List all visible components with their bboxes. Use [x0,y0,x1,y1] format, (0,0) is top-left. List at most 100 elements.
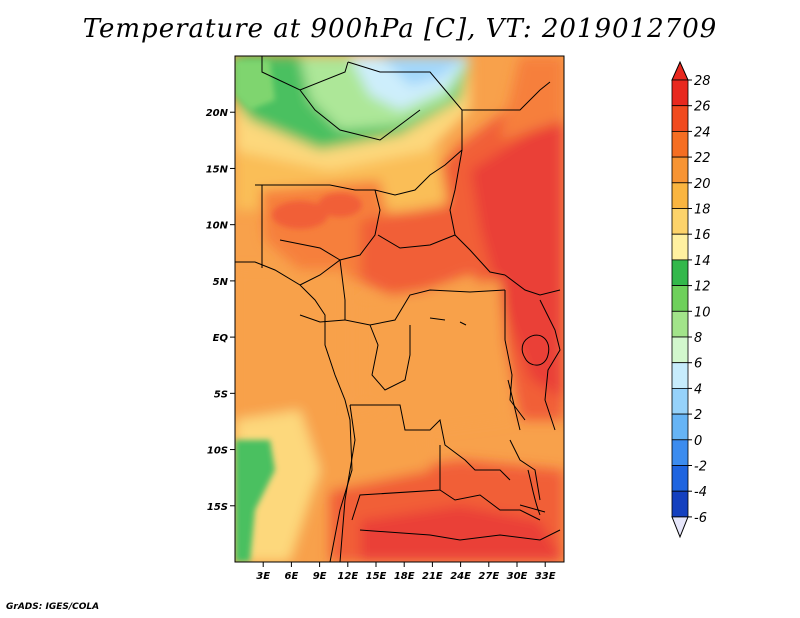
lon-tick-label: 12E [337,571,358,582]
colorbar-swatch [671,79,689,107]
colorbar-label: 4 [694,382,702,397]
country-borders [255,56,561,562]
field-sahara-coldest [380,56,468,86]
colorbar-swatch [671,413,689,441]
field-congo [360,280,510,430]
lat-tick-label: 20N [206,108,229,119]
map-frame [234,55,565,563]
colorbar-label: 6 [694,357,702,372]
border-angola-south [351,445,441,521]
border-namibia-botswana [359,529,561,541]
colorbar-swatch [671,439,689,466]
colorbar-label: 22 [694,151,711,166]
colorbar-swatch [671,208,689,235]
colorbar-label: 2 [694,408,702,423]
latitude-axis: 20N 15N 10N 5N EQ 5S 10S 15S [206,108,235,513]
river-dash-2 [459,321,467,326]
colorbar-swatch [671,130,689,158]
border-congo-car [339,259,506,326]
lake-tanganyika [507,379,521,431]
field-south-core [360,505,564,562]
colorbar-swatch [671,156,689,184]
field-coast-green [235,440,275,562]
field-nigeria-spot [272,201,328,229]
colorbar-swatch [671,259,689,286]
border-angola-west [339,404,356,562]
border-niger-nigeria [255,184,375,191]
colorbar-label: 16 [694,228,711,243]
colorbar-swatch [671,182,689,209]
border-zambia-south [439,489,541,521]
lon-tick-label: 6E [285,571,299,582]
lon-tick-label: 9E [313,571,327,582]
lake-malawi [527,469,541,516]
field-angola [290,410,430,490]
colorbar-label: -2 [694,460,707,475]
colorbar-label: 26 [694,100,711,115]
border-egypt-sudan [470,81,551,111]
colorbar-swatch [671,310,689,338]
border-chad-sudan [449,149,463,236]
colorbar-label: 28 [694,74,711,89]
border-drc-angola-zambia [350,404,511,481]
lon-tick-label: 24E [450,571,471,582]
colorbar-label: 12 [694,280,711,295]
colorbar-swatch [671,387,689,415]
colorbar-swatch [671,362,689,389]
west-coastline [235,261,353,563]
longitude-axis: 3E 6E 9E 12E 15E 18E 21E 24E 27E 30E 33E [256,562,556,582]
border-mali-niger [299,89,421,141]
colorbar-label: 8 [694,331,702,346]
border-congo-drc [369,324,411,391]
border-gabon [299,314,346,323]
lat-tick-label: 10S [207,446,228,457]
border-southsudan [504,274,561,296]
border-nigeria-south [279,239,341,261]
field-gulf [235,270,345,420]
colorbar-label: 20 [694,177,711,192]
colorbar-swatch [671,490,689,518]
chart-title: Temperature at 900hPa [C], VT: 201901270… [82,14,718,44]
colorbar-swatch [671,233,689,261]
field-texture [235,56,564,562]
lon-tick-label: 33E [535,571,556,582]
lakes [429,317,550,516]
colorbar-label: -4 [694,485,707,500]
colorbar-swatch [671,336,689,364]
colorbar-label: -6 [694,511,707,526]
lat-tick-label: 15N [206,164,229,175]
lon-tick-label: 18E [394,571,415,582]
colorbar-arrow-top [671,60,689,81]
field-car [360,200,480,300]
lon-tick-label: 27E [478,571,499,582]
border-uganda-tanzania [539,299,561,431]
lon-tick-label: 3E [256,571,270,582]
colorbar-label: 0 [694,434,702,449]
colorbar-swatch [671,105,689,132]
lat-tick-label: 5S [214,389,228,400]
colorbar-swatch [671,285,689,312]
colorbar-arrow-bottom [671,516,689,539]
footer-credit: GrADS: IGES/COLA [6,602,100,612]
field-nw-green [235,60,275,110]
lake-victoria [521,334,550,366]
field-nigeria-spot2 [318,193,362,217]
colorbar-swatch [671,465,689,492]
colorbar-label: 10 [694,305,711,320]
border-algeria-niger [347,61,470,111]
colorbar-label: 24 [694,125,711,140]
colorbar-label: 18 [694,203,711,218]
lat-tick-label: 15S [207,502,228,513]
lat-tick-label: 10N [206,221,229,232]
lat-tick-label: EQ [213,333,229,344]
river-dash-3 [519,504,546,513]
colorbar-label: 14 [694,254,711,269]
field-sudan-core [470,110,564,400]
lon-tick-label: 15E [366,571,387,582]
river-dash-1 [429,317,446,321]
lat-tick-label: 5N [213,277,229,288]
lon-tick-label: 21E [422,571,443,582]
lon-tick-label: 30E [507,571,528,582]
